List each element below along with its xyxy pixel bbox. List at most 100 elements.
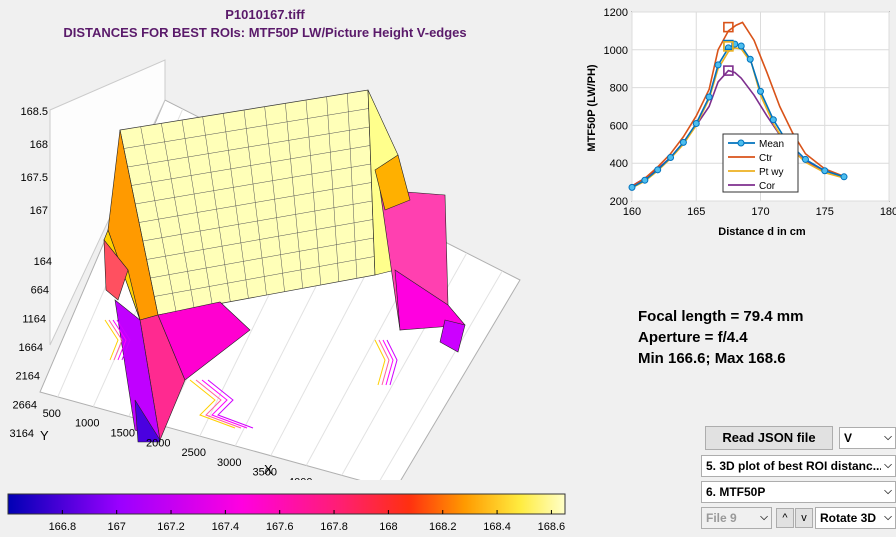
surface-slope-facet bbox=[157, 301, 251, 381]
y-tick-label: 2164 bbox=[16, 371, 40, 383]
chart-x-tick-label: 165 bbox=[687, 206, 705, 218]
chevron-down-icon: ⌵ bbox=[881, 482, 895, 502]
x-tick-label: 2500 bbox=[182, 447, 206, 459]
chart-y-label: MTF50P (LW/PH) bbox=[586, 64, 598, 152]
x-tick-label: 1500 bbox=[111, 428, 135, 440]
chevron-down-icon: ⌵ bbox=[757, 508, 771, 528]
series-point-mean bbox=[840, 173, 848, 181]
x-tick-label: 2000 bbox=[146, 437, 170, 449]
surface-top-plateau bbox=[119, 89, 376, 316]
colorbar: 166.8 167 167.2 167.4 167.6 167.8 168 168.2 168.… bbox=[7, 493, 566, 533]
surface-mesh-line bbox=[146, 219, 373, 260]
plot-type-select[interactable]: 5. 3D plot of best ROI distanc... ⌵ bbox=[701, 455, 896, 477]
series-point-mean bbox=[641, 176, 649, 184]
floor-contour-line bbox=[374, 339, 386, 386]
colorbar-tick-label: 168.4 bbox=[483, 521, 511, 533]
chart-y-tick-label: 800 bbox=[610, 83, 628, 95]
measure-select[interactable]: 6. MTF50P ⌵ bbox=[701, 481, 896, 503]
series-point-mean bbox=[705, 93, 713, 101]
series-point-mean bbox=[714, 61, 722, 69]
down-button[interactable]: v bbox=[795, 508, 813, 528]
minmax-text: Min 166.6; Max 168.6 bbox=[638, 350, 786, 367]
surface-mesh-line bbox=[138, 182, 372, 223]
x-tick-label: 500 bbox=[43, 408, 61, 420]
y-tick-label: 1164 bbox=[22, 313, 46, 325]
floor-contour-line bbox=[116, 319, 131, 361]
file-select[interactable]: File 9 ⌵ bbox=[701, 507, 772, 529]
aperture-text: Aperture = f/4.4 bbox=[638, 329, 748, 346]
x-tick-label: 1000 bbox=[75, 418, 99, 430]
y-tick-label: 164 bbox=[34, 256, 52, 268]
floor-contour-line bbox=[104, 319, 119, 361]
chevron-down-icon: ⌵ bbox=[881, 508, 895, 528]
floor-contour-line bbox=[382, 339, 394, 386]
surface-mesh-line bbox=[150, 237, 374, 279]
floor-contour-line bbox=[207, 379, 254, 429]
series-point-mean bbox=[801, 155, 809, 163]
chart-x-tick-label: 170 bbox=[751, 206, 769, 218]
up-button[interactable]: ^ bbox=[776, 508, 794, 528]
best-roi-marker bbox=[723, 41, 734, 52]
legend-label: Mean bbox=[759, 139, 784, 150]
figure-subtitle: DISTANCES FOR BEST ROIs: MTF50P LW/Pictu… bbox=[63, 25, 467, 40]
series-point-mean bbox=[737, 42, 745, 50]
figure-title: P1010167.tiff bbox=[225, 7, 305, 22]
floor-contour-line bbox=[201, 379, 248, 429]
focal-length-text: Focal length = 79.4 mm bbox=[638, 308, 804, 325]
series-point-mean bbox=[679, 138, 687, 146]
surface-mesh-line bbox=[127, 126, 370, 168]
surface-mesh-line bbox=[135, 163, 371, 205]
series-point-mean bbox=[821, 167, 829, 175]
mtf-line-chart[interactable]: 160 165 170 175 180 200 400 600 800 1000 1200 Dist… bbox=[575, 0, 896, 250]
edge-select-value: V bbox=[844, 431, 853, 445]
legend-label: Ctr bbox=[759, 153, 773, 164]
surface-slope-facet bbox=[439, 319, 466, 353]
chart-x-tick-label: 160 bbox=[623, 206, 641, 218]
series-point-mean bbox=[628, 183, 636, 191]
y-tick-label: 1664 bbox=[19, 342, 43, 354]
read-json-button[interactable]: Read JSON file bbox=[705, 426, 833, 450]
surface-slope-facet bbox=[134, 399, 161, 443]
colorbar-gradient bbox=[7, 493, 566, 515]
surface-mesh-line bbox=[123, 108, 369, 149]
chart-y-tick-label: 200 bbox=[610, 196, 628, 208]
chart-y-tick-label: 1000 bbox=[604, 45, 628, 57]
chart-legend: Mean Ctr Pt wy Cor bbox=[722, 133, 799, 193]
z-tick-label: 168 bbox=[30, 139, 48, 151]
surface-mesh-line bbox=[131, 145, 371, 186]
legend-marker bbox=[737, 139, 745, 147]
x-axis-label: X bbox=[264, 462, 273, 477]
z-tick-label: 167 bbox=[30, 205, 48, 217]
floor-contour-line bbox=[378, 339, 390, 386]
x-tick-label: 3000 bbox=[217, 457, 241, 469]
colorbar-tick-label: 166.8 bbox=[49, 521, 77, 533]
surface-slope-facet bbox=[374, 154, 411, 211]
floor-contour-line bbox=[112, 319, 127, 361]
chart-y-tick-label: 1200 bbox=[604, 7, 628, 19]
colorbar-tick-label: 167.6 bbox=[266, 521, 294, 533]
z-tick-label: 168.5 bbox=[20, 106, 48, 118]
colorbar-tick-label: 168.2 bbox=[429, 521, 457, 533]
colorbar-tick-label: 167 bbox=[108, 521, 126, 533]
best-roi-marker bbox=[723, 65, 734, 76]
series-point-mean bbox=[757, 87, 764, 95]
series-point-mean bbox=[746, 55, 754, 63]
z-tick-label: 167.5 bbox=[20, 172, 48, 184]
file-select-value: File 9 bbox=[706, 511, 737, 525]
edge-select[interactable]: V ⌵ bbox=[839, 427, 896, 449]
legend-label: Cor bbox=[759, 181, 776, 192]
floor-contour-line bbox=[195, 379, 242, 429]
surface-slope-facet bbox=[103, 239, 129, 301]
surface-plot[interactable]: 5001000150020002500300035004000450050001… bbox=[0, 40, 560, 480]
y-tick-label: 2664 bbox=[13, 399, 37, 411]
floor-grid-line bbox=[379, 270, 503, 480]
surface-mesh-line bbox=[154, 256, 375, 297]
floor-contour-line bbox=[189, 379, 236, 429]
colorbar-tick-label: 168.6 bbox=[538, 521, 566, 533]
surface-mesh-line bbox=[142, 200, 373, 242]
chart-y-tick-label: 600 bbox=[610, 120, 628, 132]
chevron-down-icon: ⌵ bbox=[881, 428, 895, 448]
rotate-select[interactable]: Rotate 3D ⌵ bbox=[815, 507, 896, 529]
y-axis-label: Y bbox=[40, 428, 49, 443]
series-point-mean bbox=[654, 166, 662, 174]
